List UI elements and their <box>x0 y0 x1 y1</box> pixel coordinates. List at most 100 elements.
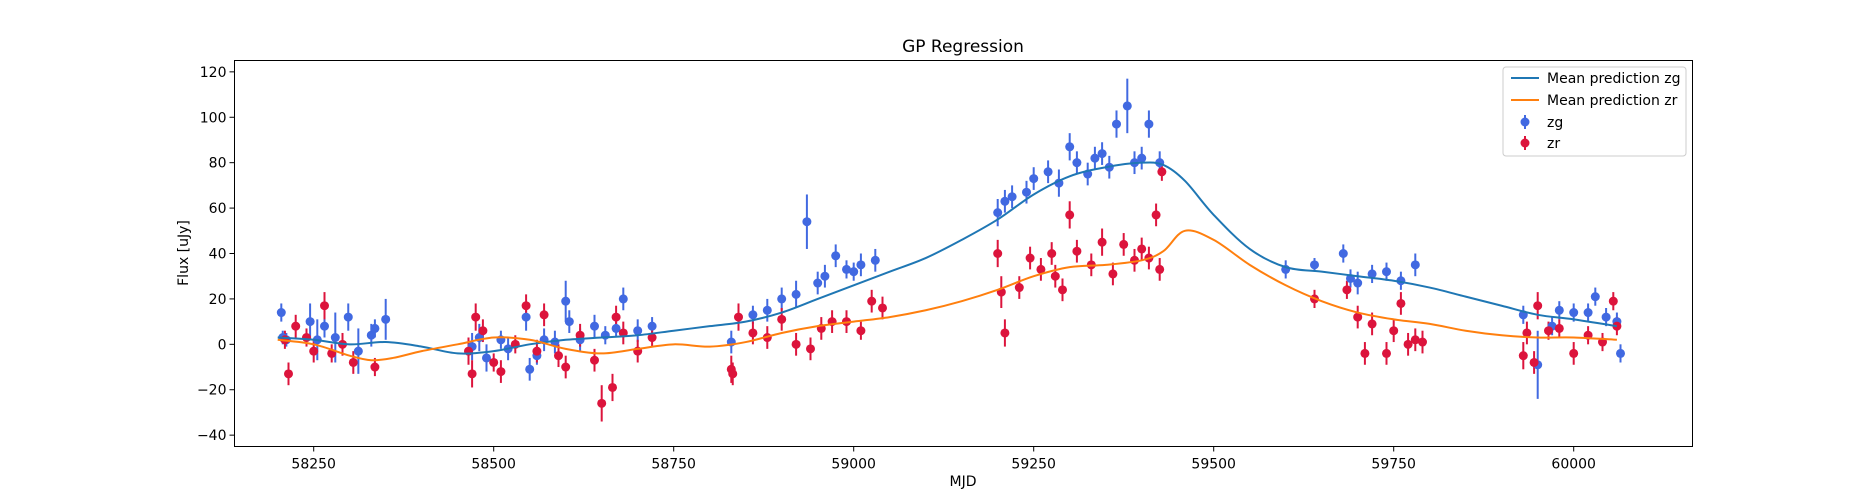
data-point-zr <box>597 398 607 408</box>
data-point-zg <box>820 271 830 281</box>
y-tick-label: −20 <box>197 383 227 399</box>
data-point-zg <box>777 294 787 304</box>
data-point-zr <box>1403 339 1413 349</box>
data-point-zr <box>291 321 301 331</box>
data-point-zg <box>1554 305 1564 315</box>
data-point-zr <box>993 249 1003 258</box>
data-point-zg <box>831 251 841 261</box>
data-point-zg <box>370 323 380 333</box>
data-point-zr <box>806 344 815 354</box>
data-point-zr <box>554 351 563 361</box>
data-point-zg <box>611 323 621 333</box>
data-point-zr <box>1418 337 1427 347</box>
data-point-zg <box>1112 119 1121 129</box>
data-point-zg <box>305 317 315 327</box>
plot-frame <box>234 60 1693 447</box>
data-point-zr <box>561 362 571 372</box>
data-point-zr <box>1554 323 1564 333</box>
data-point-zr <box>1155 264 1165 274</box>
data-point-zg <box>1022 187 1031 197</box>
x-tick-label: 59500 <box>1191 457 1236 473</box>
data-point-zg <box>330 333 340 343</box>
data-point-zr <box>1389 326 1399 336</box>
legend-label-zr-line: Mean prediction zr <box>1547 93 1678 109</box>
y-tick-label: 80 <box>209 156 227 172</box>
data-point-zr <box>611 312 621 322</box>
data-point-zg <box>993 208 1003 218</box>
data-point-zr <box>1569 348 1579 358</box>
data-point-zr <box>1522 328 1532 338</box>
data-point-zr <box>370 362 380 372</box>
data-point-zr <box>856 326 866 336</box>
legend-marker-zr <box>1520 138 1530 148</box>
data-point-zg <box>1601 312 1611 322</box>
data-point-zr <box>608 382 617 392</box>
x-axis-label: MJD <box>950 474 977 490</box>
x-tick-label: 58500 <box>471 457 516 473</box>
y-tick-label: 20 <box>209 292 227 308</box>
data-point-zg <box>1007 192 1017 202</box>
data-point-zr <box>284 369 293 379</box>
legend: Mean prediction zg Mean prediction zr zg… <box>1502 66 1687 157</box>
data-point-zr <box>1533 301 1543 311</box>
data-point-zr <box>1000 328 1010 338</box>
data-point-zg <box>525 364 535 374</box>
data-point-zg <box>343 312 353 322</box>
data-point-zg <box>1122 101 1132 111</box>
data-point-zg <box>849 267 859 277</box>
data-point-zg <box>870 255 880 265</box>
mean-prediction-zg-line <box>277 161 1618 355</box>
data-point-zr <box>728 369 738 379</box>
data-point-zr <box>496 367 506 377</box>
data-point-zr <box>1367 319 1377 329</box>
data-point-zg <box>320 321 329 331</box>
data-point-zr <box>1072 246 1082 256</box>
y-tick-label: 120 <box>200 65 227 81</box>
data-point-zg <box>590 321 599 331</box>
data-point-zg <box>842 264 851 274</box>
data-point-zr <box>1529 357 1539 367</box>
data-point-zg <box>618 294 628 304</box>
data-point-zr <box>1014 283 1024 293</box>
data-point-zr <box>748 328 758 338</box>
data-point-zr <box>1410 335 1420 345</box>
x-axis-ticks: 58250 58500 58750 59000 59250 59500 59750 60000 <box>291 446 1596 473</box>
x-tick-label: 59000 <box>831 457 876 473</box>
y-tick-label: 60 <box>209 201 227 217</box>
y-axis-ticks: −40 −20 0 20 40 60 80 100 120 <box>197 65 235 444</box>
x-tick-label: 58250 <box>291 457 336 473</box>
data-point-zg <box>1137 153 1147 163</box>
data-point-zr <box>1108 269 1118 279</box>
data-point-zr <box>478 326 488 336</box>
data-point-zg <box>762 305 772 315</box>
data-point-zr <box>647 333 657 343</box>
data-point-zr <box>1036 264 1046 274</box>
data-point-zg <box>748 310 758 320</box>
data-point-zr <box>467 369 477 379</box>
data-point-zr <box>1360 348 1370 358</box>
data-point-zr <box>791 339 801 349</box>
data-point-zr <box>1396 298 1406 308</box>
y-tick-label: 100 <box>200 110 227 126</box>
data-point-zg <box>482 353 491 363</box>
data-point-zg <box>1029 174 1039 184</box>
data-point-zg <box>381 314 391 324</box>
data-point-zg <box>1090 153 1100 163</box>
legend-box <box>1502 66 1687 157</box>
legend-label-zg: zg <box>1547 115 1563 131</box>
data-point-zr <box>539 310 549 320</box>
data-point-zr <box>1058 285 1067 295</box>
legend-marker-zg <box>1520 117 1530 127</box>
data-point-zg <box>1590 292 1600 302</box>
x-tick-label: 58750 <box>651 457 696 473</box>
data-point-zr <box>575 330 585 340</box>
data-point-zr <box>777 314 787 324</box>
data-point-zg <box>1616 348 1625 358</box>
data-point-zr <box>1119 239 1129 249</box>
data-point-zr <box>1353 312 1363 322</box>
data-point-zr <box>1050 271 1060 281</box>
x-tick-label: 59750 <box>1371 457 1416 473</box>
data-point-zr <box>471 312 481 322</box>
data-point-zg <box>1065 142 1075 152</box>
